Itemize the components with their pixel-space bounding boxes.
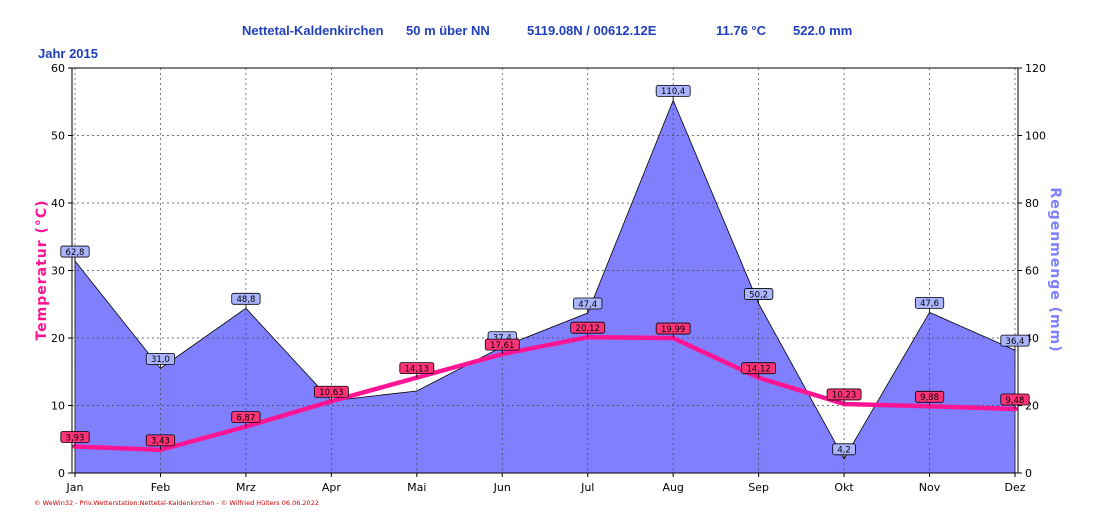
x-tick-label: Jul [580, 481, 594, 494]
x-tick-label: Mai [407, 481, 426, 494]
x-tick-label: Jan [66, 481, 84, 494]
temperature-data-label-box [145, 434, 176, 447]
temperature-data-label-box [826, 388, 862, 401]
rain-data-label-box [832, 443, 856, 456]
y-left-tick-label: 30 [51, 265, 65, 278]
rain-data-label-box [744, 288, 774, 300]
y-left-tick-label: 50 [51, 130, 65, 143]
y-right-tick-label: 0 [1025, 467, 1032, 480]
rain-data-label: 47,4 [578, 300, 597, 310]
temperature-data-label-box [741, 362, 777, 375]
temperature-data-label-box [231, 411, 261, 424]
temperature-data-label-box [1000, 393, 1030, 406]
average-temperature: 11.76 °C [716, 23, 767, 38]
y-right-tick-label: 60 [1025, 265, 1039, 278]
temperature-data-label-box [399, 362, 435, 375]
temperature-data-label-box [570, 321, 606, 334]
rain-data-label: 62,8 [66, 248, 85, 258]
x-tick-label: Okt [834, 481, 854, 494]
rain-data-label: 36,4 [1006, 337, 1025, 347]
y-left-tick-label: 10 [51, 400, 65, 413]
temperature-data-label: 10,63 [319, 388, 343, 398]
rain-data-label-box [1000, 334, 1030, 347]
rain-data-label: 4,2 [837, 446, 851, 456]
rain-data-label-box [655, 85, 691, 97]
rain-data-label-box [914, 296, 945, 309]
y-right-tick-label: 80 [1025, 197, 1039, 210]
x-tick-label: Nov [919, 481, 941, 494]
temperature-data-label: 20,12 [576, 324, 600, 334]
temperature-data-label-box [60, 431, 90, 443]
temperature-data-label: 9,88 [920, 393, 939, 403]
rain-data-label: 110,4 [661, 87, 685, 97]
temperature-data-label: 10,23 [832, 391, 856, 401]
temperature-data-label-box [313, 385, 349, 398]
y-left-tick-label: 40 [51, 197, 65, 210]
x-tick-label: Jun [493, 481, 511, 494]
total-rainfall: 522.0 mm [793, 23, 853, 38]
temperature-line [72, 334, 1018, 453]
station-name: Nettetal-Kaldenkirchen [242, 23, 384, 38]
year-label: Jahr 2015 [38, 46, 98, 61]
rain-data-label-box [573, 297, 603, 310]
x-tick-label: Mrz [236, 481, 256, 494]
footer-credit: © WeWin32 - Priv.Wetterstation:Nettetal-… [34, 499, 319, 507]
y-left-tick-label: 60 [51, 62, 65, 75]
rain-data-label: 37,4 [493, 334, 512, 344]
y-right-axis-title: Regenmenge (mm) [1047, 187, 1063, 352]
temperature-data-label-box [655, 322, 691, 335]
temperature-data-label: 6,87 [236, 413, 255, 423]
temperature-data-label: 14,13 [405, 364, 429, 374]
x-tick-label: Dez [1004, 481, 1025, 494]
rain-data-label: 47,6 [920, 299, 939, 309]
elevation: 50 m über NN [406, 23, 490, 38]
temperature-data-label: 14,12 [746, 364, 770, 374]
temperature-data-label: 19,99 [661, 325, 685, 335]
temperature-data-label: 3,43 [151, 437, 170, 447]
temperature-data-label-box [914, 390, 945, 403]
y-left-axis-title: Temperatur (°C) [34, 199, 50, 340]
temperature-data-label: 3,93 [66, 433, 85, 443]
rain-data-label: 50,2 [749, 290, 768, 300]
rain-data-label-box [145, 352, 176, 365]
rain-data-label-box [60, 245, 90, 258]
x-tick-label: Feb [151, 481, 170, 494]
temperature-data-label: 17,61 [490, 341, 514, 351]
y-left-tick-label: 20 [51, 332, 65, 345]
rain-data-label: 48,8 [236, 295, 255, 305]
y-left-tick-label: 0 [58, 467, 65, 480]
x-tick-label: Aug [662, 481, 683, 494]
coordinates: 5119.08N / 00612.12E [527, 23, 657, 38]
temperature-data-label-box [484, 338, 520, 351]
rain-data-label: 31,0 [151, 355, 170, 365]
x-tick-label: Apr [322, 481, 342, 494]
y-right-tick-label: 100 [1025, 130, 1046, 143]
x-tick-label: Sep [748, 481, 769, 494]
y-right-tick-label: 120 [1025, 62, 1046, 75]
rain-data-label-box [231, 292, 261, 305]
temperature-data-label: 9,48 [1006, 396, 1025, 406]
